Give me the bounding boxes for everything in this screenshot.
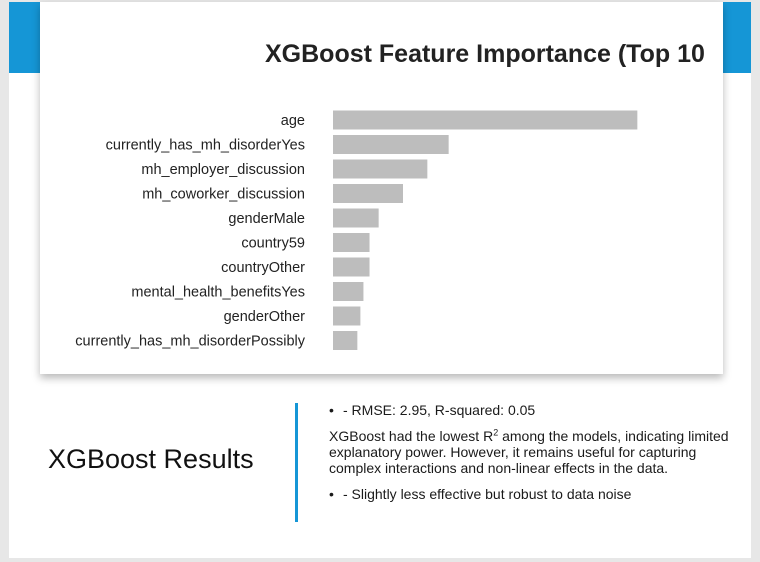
- r-squared-superscript: 2: [493, 427, 499, 438]
- tick-label-currently_has_mh_disorderYes: currently_has_mh_disorderYes: [106, 138, 305, 154]
- results-text: • - RMSE: 2.95, R-squared: 0.05 XGBoost …: [329, 402, 739, 502]
- tick-label-currently_has_mh_disorderPossibly: currently_has_mh_disorderPossibly: [75, 334, 305, 350]
- accent-bar-left: [9, 2, 40, 73]
- bars-group: [333, 110, 638, 350]
- tick-label-genderMale: genderMale: [228, 211, 305, 227]
- slide: XGBoost Feature Importance (Top 10 age cu…: [9, 2, 751, 558]
- bullet-dot: •: [329, 402, 334, 418]
- para-before: XGBoost had the lowest R: [329, 428, 494, 444]
- section-title: XGBoost Results: [48, 444, 254, 474]
- bullet-item: • - Slightly less effective but robust t…: [329, 486, 739, 502]
- para-after: among the models, indicating limited exp…: [329, 428, 729, 476]
- bar-country59: [333, 233, 370, 252]
- bullet-dot: •: [329, 486, 334, 502]
- summary-paragraph: XGBoost had the lowest R2 among the mode…: [329, 428, 739, 476]
- bar-genderOther: [333, 306, 361, 326]
- robustness-text: - Slightly less effective but robust to …: [343, 486, 632, 502]
- tick-label-mh_coworker_discussion: mh_coworker_discussion: [142, 187, 305, 203]
- bar-mh_employer_discussion: [333, 159, 428, 179]
- bullet-item: • - RMSE: 2.95, R-squared: 0.05: [329, 402, 739, 418]
- chart-image: XGBoost Feature Importance (Top 10 age cu…: [40, 2, 723, 374]
- bar-currently_has_mh_disorderPossibly: [333, 331, 358, 350]
- bar-genderMale: [333, 208, 379, 228]
- bar-mental_health_benefitsYes: [333, 282, 364, 301]
- tick-label-mental_health_benefitsYes: mental_health_benefitsYes: [131, 285, 305, 301]
- bar-countryOther: [333, 257, 370, 277]
- accent-bar-right: [723, 2, 751, 73]
- feature-importance-chart: XGBoost Feature Importance (Top 10 age cu…: [75, 40, 705, 350]
- bar-currently_has_mh_disorderYes: [333, 135, 449, 154]
- tick-label-age: age: [281, 113, 305, 129]
- bar-age: [333, 110, 638, 130]
- tick-label-mh_employer_discussion: mh_employer_discussion: [141, 162, 305, 178]
- tick-label-genderOther: genderOther: [224, 309, 306, 325]
- tick-labels-group: age currently_has_mh_disorderYes mh_employ…: [75, 113, 305, 350]
- tick-label-countryOther: countryOther: [221, 260, 305, 276]
- rmse-text: - RMSE: 2.95, R-squared: 0.05: [343, 402, 536, 418]
- bar-mh_coworker_discussion: [333, 184, 403, 203]
- divider-line: [295, 403, 298, 522]
- tick-label-country59: country59: [241, 236, 305, 252]
- chart-title: XGBoost Feature Importance (Top 10: [265, 40, 705, 68]
